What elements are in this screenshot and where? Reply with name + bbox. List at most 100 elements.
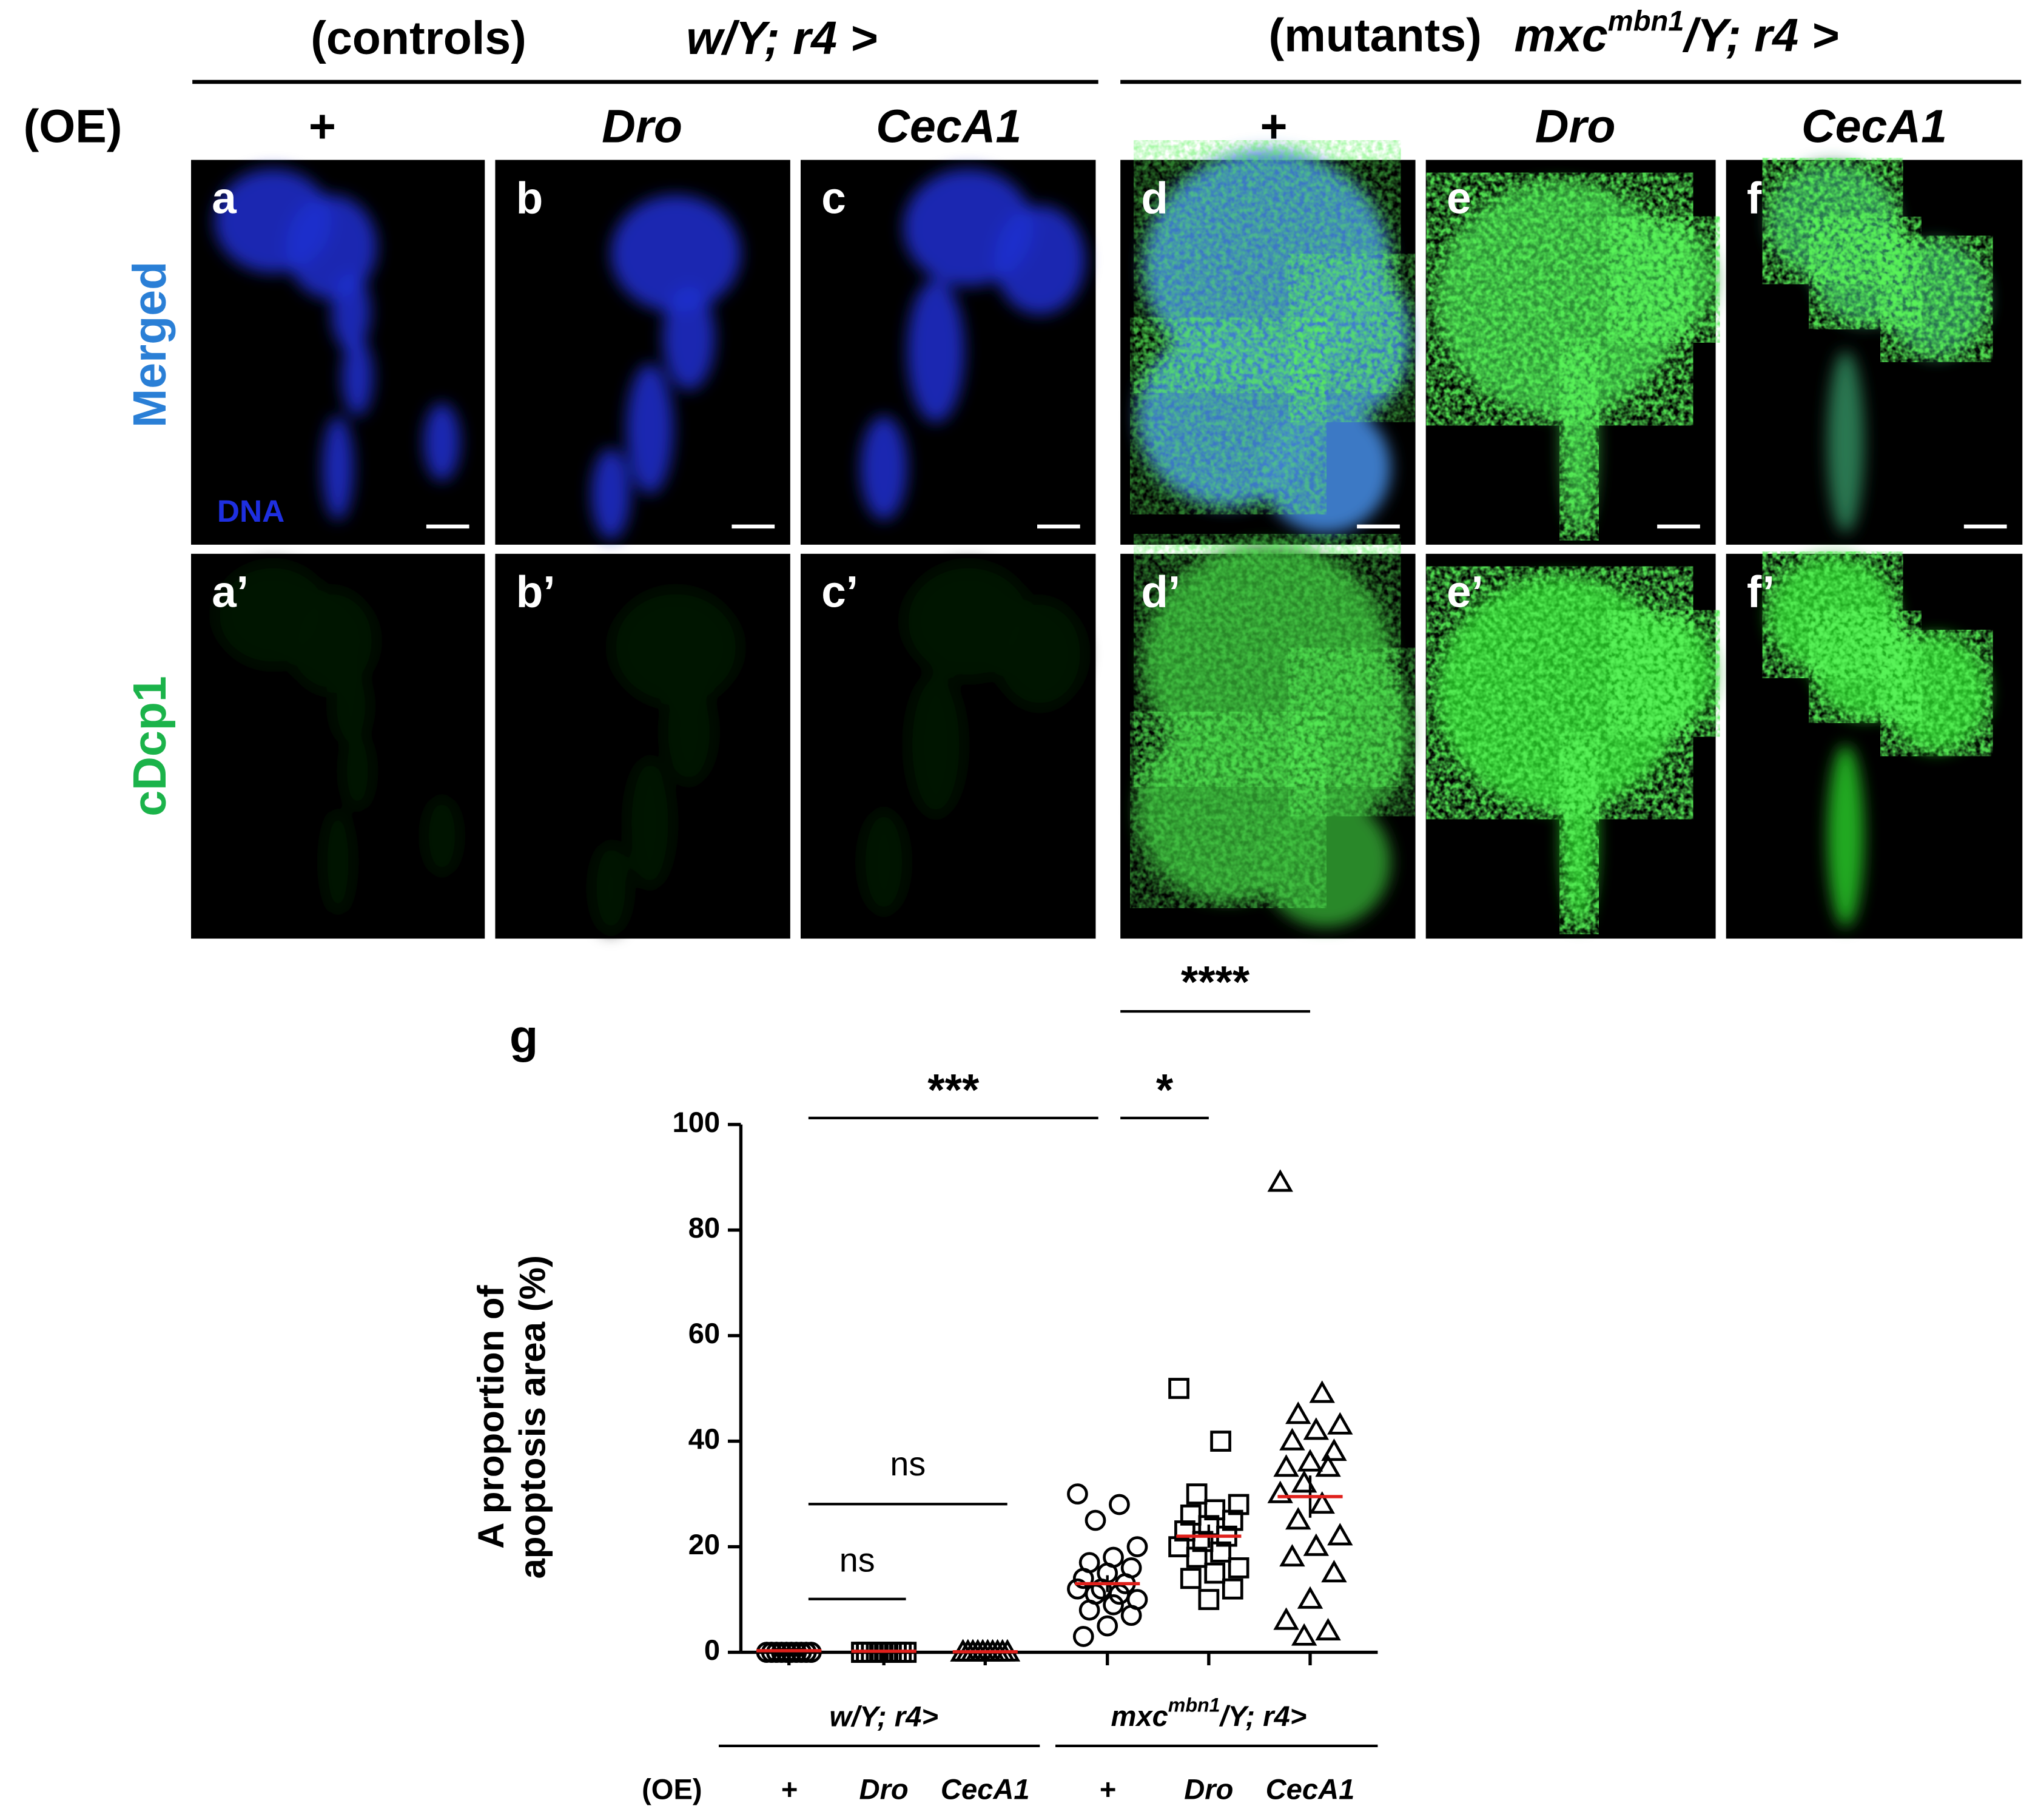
tissue [626,758,673,888]
superscript: mbn1 [1608,5,1684,37]
signal-spots [1889,246,1983,352]
panel-label: f’ [1747,568,1775,617]
y-tick-label: 40 [688,1423,720,1455]
group-label-part: mbn1 [1168,1694,1220,1716]
panel-label: d’ [1141,568,1180,617]
group-label-part: mxc [1111,1700,1168,1732]
column-label: + [309,101,336,153]
data-point [1198,1589,1220,1610]
signal-spots [1562,753,1596,918]
signal-spots [1146,728,1310,892]
data-point [1210,1541,1231,1563]
panel-label: b’ [516,568,556,617]
mutants-label: (mutants) [1269,10,1482,62]
data-point [1315,1617,1341,1640]
data-point [1303,1417,1330,1440]
significance-label: ns [839,1541,875,1579]
signal [1448,587,1710,918]
data-point [1297,1449,1323,1472]
oe-label: (OE) [642,1773,702,1805]
panel-label: a [212,174,237,223]
data-point [1321,1438,1347,1461]
data-point [1285,1507,1311,1530]
data-point [1279,1544,1305,1567]
tissue [331,273,371,351]
panel-label: b [516,174,543,223]
y-tick-label: 100 [673,1106,721,1138]
tissue [626,364,673,494]
signal-spots [1889,640,1983,746]
x-tick-label: CecA1 [941,1773,1030,1805]
tissue [341,338,373,416]
data-point [1103,1594,1124,1616]
data-point [1228,1557,1249,1579]
data-point [1109,1583,1130,1605]
tissue [860,416,907,521]
panel-label: c [821,174,846,223]
oe-label: (OE) [24,101,123,153]
signal-spots [1562,360,1596,524]
x-tick-label: + [781,1773,798,1805]
data-point [1204,1562,1226,1584]
signal-spots [1818,620,1912,714]
data-point [1222,1578,1243,1600]
signal [1774,168,1983,352]
data-point [1168,1378,1189,1399]
signal [1774,562,1983,746]
x-tick-label: Dro [1184,1773,1233,1805]
y-tick-label: 60 [688,1317,720,1349]
y-tick-label: 20 [688,1528,720,1560]
tissue [1827,744,1864,927]
specimen [591,588,741,934]
tissue [331,667,371,745]
data-point [1120,1605,1142,1626]
row-label: Merged [124,261,176,428]
column-label: CecA1 [876,101,1021,153]
data-point [1279,1427,1305,1451]
stain-label: DNA [217,493,284,528]
tissue [907,673,964,817]
tissue [423,403,460,481]
data-point [1327,1412,1353,1435]
controls-genotype: w/Y; r4 > [686,12,877,64]
signal-spots [1818,226,1912,320]
data-point [1174,1520,1196,1542]
tissue [662,679,715,784]
tissue [994,205,1086,315]
panel-label: c’ [821,568,858,617]
tissue [286,588,377,693]
tissue [611,588,741,706]
panel-label: e [1447,174,1471,223]
data-point [1273,1607,1299,1630]
tissue [423,797,460,875]
data-point [1228,1494,1249,1515]
y-axis-title: A proportion of [471,1285,511,1549]
data-point [1067,1483,1088,1505]
data-point [1291,1623,1317,1646]
tissue [662,286,715,390]
data-point [1072,1568,1094,1589]
tissue [591,448,631,540]
tissue [860,810,907,914]
signal-spots [1616,226,1710,332]
tissue [611,195,741,312]
panel-label: d [1141,174,1168,223]
tissue [286,195,377,299]
data-point [1303,1533,1330,1556]
signal [1146,161,1405,498]
signal-spots [1448,194,1671,405]
data-point [1267,1480,1293,1503]
significance-label: ns [890,1445,926,1483]
significance-label: **** [1181,958,1250,1007]
data-point [1192,1531,1214,1552]
tissue [907,279,964,423]
data-point [1315,1454,1341,1477]
data-point [1085,1509,1106,1531]
data-point [1072,1626,1094,1647]
group-label: mxcmbn1/Y; r4> [1111,1694,1307,1732]
genotype: mxc [1514,10,1607,62]
panel-label: f [1747,174,1762,223]
data-point [1126,1536,1148,1557]
data-point [1078,1599,1100,1621]
data-point [1186,1483,1208,1505]
